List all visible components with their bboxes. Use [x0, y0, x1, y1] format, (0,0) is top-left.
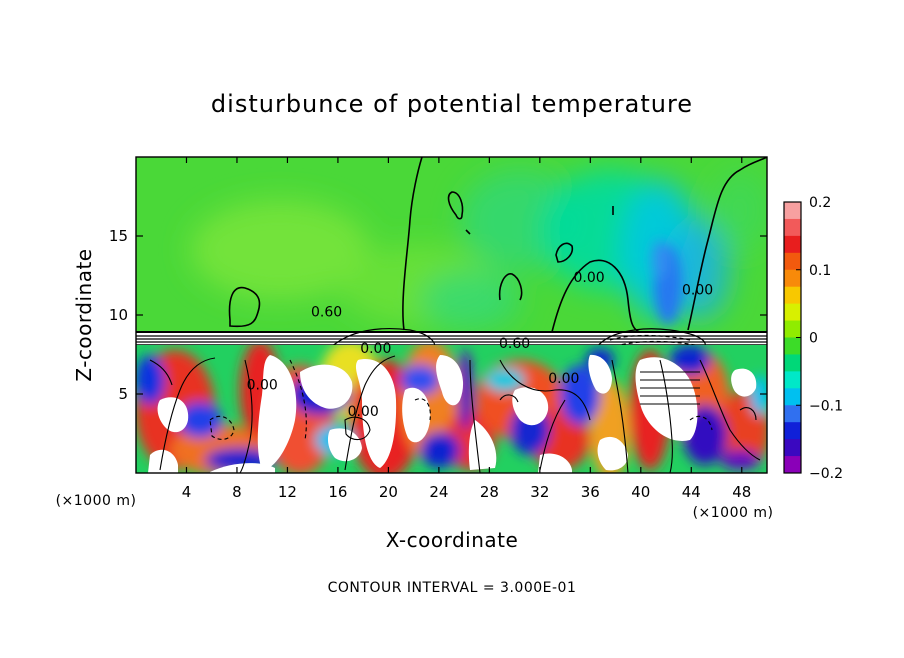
- tropopause-band: [136, 328, 767, 359]
- contour-label: 0.00: [682, 282, 713, 298]
- colorbar-swatch: [784, 354, 801, 372]
- colorbar-swatch: [784, 303, 801, 322]
- x-tick-label: 4: [182, 483, 192, 501]
- x-tick-label: 28: [480, 483, 499, 501]
- contour-label: 0.60: [499, 336, 530, 352]
- contour-interval-note: CONTOUR INTERVAL = 3.000E-01: [328, 580, 577, 596]
- colorbar-swatch: [784, 320, 801, 338]
- contour-label: 0.00: [348, 404, 379, 420]
- x-tick-label: 20: [379, 483, 398, 501]
- colorbar-swatch: [784, 388, 801, 406]
- contour-label: 0.00: [573, 270, 604, 286]
- contour-label: 0.60: [311, 305, 342, 321]
- x-tick-label: 36: [581, 483, 600, 501]
- y-tick-label: 10: [109, 306, 128, 324]
- colorbar-swatch: [784, 202, 801, 220]
- colorbar-swatch: [784, 456, 801, 474]
- colorbar-swatch: [784, 218, 801, 237]
- colorbar-swatch: [784, 337, 801, 355]
- y-axis: 5 10 15: [109, 227, 767, 403]
- y-axis-unit: (×1000 m): [56, 493, 137, 509]
- colorbar-tick-label: 0.2: [809, 195, 831, 211]
- chart-title: disturbunce of potential temperature: [211, 90, 693, 118]
- x-tick-label: 8: [232, 483, 242, 501]
- upper-field: [136, 157, 767, 332]
- contour-label: 0.00: [247, 377, 278, 393]
- colorbar: 0.2 0.1 0 −0.1 −0.2: [783, 195, 843, 482]
- y-tick-label: 5: [118, 385, 128, 403]
- colorbar-swatch: [784, 269, 801, 288]
- x-tick-label: 48: [732, 483, 751, 501]
- x-tick-label: 44: [682, 483, 701, 501]
- x-tick-label: 24: [429, 483, 448, 501]
- colorbar-tick-label: −0.2: [809, 466, 843, 482]
- colorbar-tick-label: 0: [809, 331, 818, 347]
- contour-label: 0.00: [360, 341, 391, 357]
- colorbar-swatch: [784, 235, 801, 254]
- x-axis-label: X-coordinate: [386, 528, 519, 552]
- colorbar-swatch: [784, 439, 801, 457]
- x-tick-label: 32: [530, 483, 549, 501]
- colorbar-tick-label: 0.1: [809, 263, 831, 279]
- x-axis: 4 8 12 16 20 24 28 32 36 40 44 48: [182, 157, 751, 501]
- x-tick-label: 16: [328, 483, 347, 501]
- y-axis-label: Z-coordinate: [72, 248, 96, 381]
- colorbar-swatch: [784, 286, 801, 305]
- contour-labels: 0.60 0.00 0.60 0.00 0.00 0.00 0.00 0.00: [247, 270, 714, 420]
- colorbar-swatch: [784, 422, 801, 440]
- lower-field: [136, 345, 767, 473]
- colorbar-swatch: [784, 371, 801, 389]
- y-tick-label: 15: [109, 227, 128, 245]
- x-tick-label: 12: [278, 483, 297, 501]
- x-axis-unit: (×1000 m): [693, 505, 774, 521]
- contour-label: 0.00: [548, 371, 579, 387]
- colorbar-tick-label: −0.1: [809, 398, 843, 414]
- colorbar-swatch: [784, 252, 801, 271]
- colorbar-swatch: [784, 405, 801, 423]
- x-tick-label: 40: [631, 483, 650, 501]
